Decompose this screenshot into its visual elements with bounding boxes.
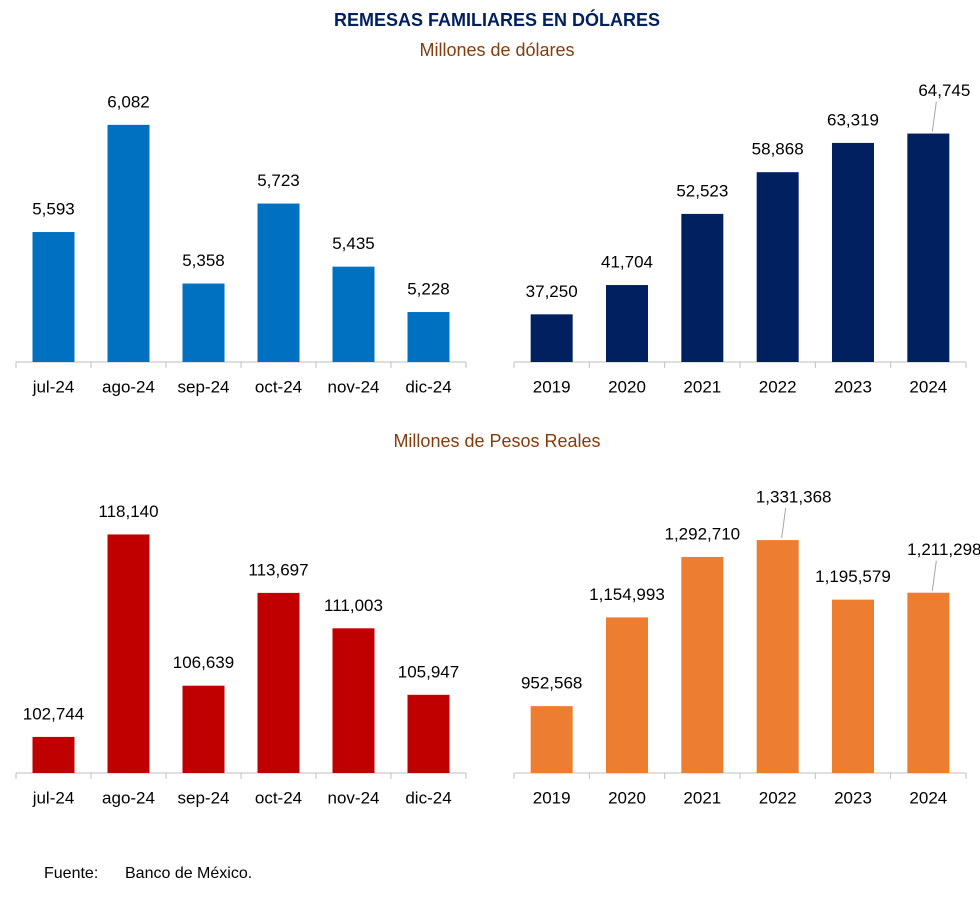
chart-subtitle: Millones de dólares <box>419 40 574 60</box>
x-tick-label: 2019 <box>533 377 571 396</box>
bar <box>257 203 300 362</box>
data-label: 5,435 <box>332 234 375 253</box>
x-tick-label: sep-24 <box>178 377 230 396</box>
bar <box>756 172 799 362</box>
x-tick-label: 2020 <box>608 788 646 807</box>
data-label: 58,868 <box>752 140 804 159</box>
leader-line <box>931 560 937 591</box>
bar <box>832 142 874 362</box>
data-label: 64,745 <box>918 81 970 100</box>
x-tick-label: sep-24 <box>178 788 230 807</box>
bar <box>907 133 950 362</box>
x-tick-label: 2023 <box>834 377 872 396</box>
data-label: 52,523 <box>676 181 728 200</box>
bar <box>32 232 75 362</box>
bar <box>681 557 724 773</box>
x-tick-label: 2022 <box>759 788 797 807</box>
source-label: Fuente: <box>44 865 98 882</box>
data-label: 41,704 <box>601 253 653 272</box>
x-tick-label: nov-24 <box>328 788 380 807</box>
bar <box>530 706 573 773</box>
bar <box>606 285 648 362</box>
x-tick-label: 2023 <box>834 788 872 807</box>
data-label: 63,319 <box>827 110 879 129</box>
data-label: 6,082 <box>107 92 150 111</box>
data-label: 952,568 <box>521 674 582 693</box>
data-label: 106,639 <box>173 653 234 672</box>
leader-line <box>781 508 787 539</box>
bar <box>182 685 225 773</box>
data-label: 5,593 <box>32 200 75 219</box>
x-tick-label: ago-24 <box>102 788 155 807</box>
bar <box>332 266 375 362</box>
chart-subtitle: Millones de Pesos Reales <box>393 431 600 451</box>
x-tick-label: 2024 <box>909 788 947 807</box>
x-tick-label: ago-24 <box>102 377 155 396</box>
data-label: 1,154,993 <box>589 585 665 604</box>
bar <box>681 213 724 362</box>
source-text: Banco de México. <box>125 865 252 882</box>
x-tick-label: oct-24 <box>255 377 302 396</box>
data-label: 37,250 <box>526 282 578 301</box>
bar <box>407 312 450 362</box>
x-tick-label: 2021 <box>683 788 721 807</box>
bar <box>832 599 874 773</box>
data-label: 5,723 <box>257 171 300 190</box>
leader-line <box>931 101 937 132</box>
x-tick-label: oct-24 <box>255 788 302 807</box>
bar <box>530 314 573 362</box>
data-label: 111,003 <box>324 596 383 615</box>
bar <box>32 736 75 773</box>
x-tick-label: 2024 <box>909 377 947 396</box>
x-tick-label: jul-24 <box>32 377 75 396</box>
bar <box>332 628 375 773</box>
x-tick-label: jul-24 <box>32 788 75 807</box>
data-label: 113,697 <box>248 560 308 579</box>
bar <box>756 540 799 773</box>
x-tick-label: 2022 <box>759 377 797 396</box>
bar <box>407 694 450 773</box>
x-tick-label: 2020 <box>608 377 646 396</box>
bar <box>606 617 648 773</box>
bar <box>257 592 300 773</box>
data-label: 1,331,368 <box>756 488 832 507</box>
data-label: 102,744 <box>23 704 84 723</box>
bar <box>107 534 150 773</box>
data-label: 1,292,710 <box>665 525 741 544</box>
x-tick-label: nov-24 <box>328 377 380 396</box>
data-label: 1,211,298 <box>907 540 980 559</box>
data-label: 118,140 <box>98 502 158 521</box>
data-label: 5,358 <box>182 251 225 270</box>
bar <box>107 124 150 362</box>
x-tick-label: 2021 <box>683 377 721 396</box>
x-tick-label: dic-24 <box>405 377 451 396</box>
x-tick-label: dic-24 <box>405 788 451 807</box>
bar <box>907 592 950 773</box>
chart-title: REMESAS FAMILIARES EN DÓLARES <box>334 9 660 30</box>
bar <box>182 283 225 362</box>
data-label: 5,228 <box>407 280 450 299</box>
x-tick-label: 2019 <box>533 788 571 807</box>
data-label: 1,195,579 <box>815 567 891 586</box>
data-label: 105,947 <box>398 662 459 681</box>
